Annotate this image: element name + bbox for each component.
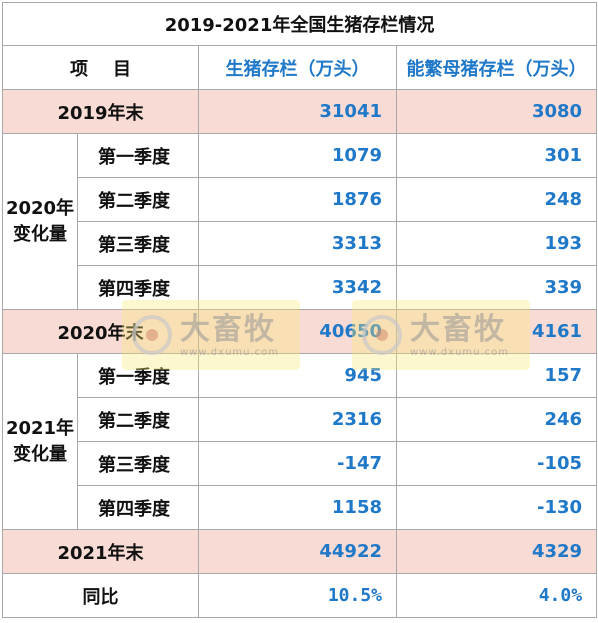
table-row: 2021年变化量 第一季度 945 157 xyxy=(2,353,598,530)
header-item: 项 目 xyxy=(2,45,199,90)
row-label-2019: 2019年末 xyxy=(2,89,199,134)
quarter-label: 第二季度 xyxy=(77,177,199,222)
title-row: 2019-2021年全国生猪存栏情况 xyxy=(1,2,598,46)
cell-live-pigs: 945 xyxy=(198,353,397,398)
cell-live-pigs: 2316 xyxy=(198,397,397,442)
cell-live-pigs: 1876 xyxy=(198,177,397,222)
table-row: 第四季度 1158 -130 xyxy=(3,485,598,530)
watermark: 大畜牧 www.dxumu.com xyxy=(122,300,300,370)
cell-breeding-sows: 339 xyxy=(395,265,598,310)
watermark-url: www.dxumu.com xyxy=(180,346,280,358)
group-label-2021: 2021年变化量 xyxy=(2,353,78,530)
cell-breeding-sows: -130 xyxy=(395,485,598,530)
table-row: 第二季度 2316 246 xyxy=(3,397,598,442)
row-label-2020: 2020年末 xyxy=(2,309,199,354)
header-row: 项 目 生猪存栏（万头） 能繁母猪存栏（万头） xyxy=(2,45,598,90)
watermark-name: 大畜牧 xyxy=(410,311,506,347)
row-label-2021: 2021年末 xyxy=(2,529,199,574)
watermark-name: 大畜牧 xyxy=(180,311,276,347)
cell-breeding-sows: 4.0% xyxy=(395,573,598,618)
cell-live-pigs: -147 xyxy=(198,441,397,486)
header-live-pigs: 生猪存栏（万头） xyxy=(198,45,397,90)
table-row: 第四季度 3342 339 xyxy=(3,265,598,310)
table-row: 2020年末 40650 4161 xyxy=(2,309,598,354)
cell-live-pigs: 40650 xyxy=(198,309,397,354)
header-breeding-sows: 能繁母猪存栏（万头） xyxy=(395,45,598,90)
watermark: 大畜牧 www.dxumu.com xyxy=(352,300,530,370)
cell-live-pigs: 44922 xyxy=(198,529,397,574)
table-row: 2020年变化量 第一季度 1079 301 xyxy=(2,133,598,310)
table-row: 第二季度 1876 248 xyxy=(3,177,598,222)
quarter-label: 第三季度 xyxy=(77,441,199,486)
cell-breeding-sows: -105 xyxy=(395,441,598,486)
cell-breeding-sows: 4161 xyxy=(395,309,598,354)
group-label-2020: 2020年变化量 xyxy=(2,133,78,310)
cell-live-pigs: 3313 xyxy=(198,221,397,266)
cell-live-pigs: 31041 xyxy=(198,89,397,134)
table-row: 2019年末 31041 3080 xyxy=(2,89,598,134)
quarter-label: 第一季度 xyxy=(77,353,199,398)
quarter-label: 第四季度 xyxy=(77,265,199,310)
cell-live-pigs: 10.5% xyxy=(198,573,397,618)
row-label-yoy: 同比 xyxy=(2,573,199,618)
cell-live-pigs: 1079 xyxy=(198,133,397,178)
quarter-label: 第四季度 xyxy=(77,485,199,530)
watermark-logo-icon xyxy=(132,315,172,355)
cell-breeding-sows: 248 xyxy=(395,177,598,222)
table-title: 2019-2021年全国生猪存栏情况 xyxy=(1,2,598,46)
quarter-label: 第二季度 xyxy=(77,397,199,442)
cell-live-pigs: 1158 xyxy=(198,485,397,530)
table-row: 2021年末 44922 4329 xyxy=(2,529,598,574)
cell-breeding-sows: 301 xyxy=(395,133,598,178)
table-row: 第三季度 -147 -105 xyxy=(3,441,598,486)
table-row: 同比 10.5% 4.0% xyxy=(2,573,598,618)
cell-breeding-sows: 157 xyxy=(395,353,598,398)
cell-breeding-sows: 246 xyxy=(395,397,598,442)
watermark-logo-icon xyxy=(362,315,402,355)
cell-breeding-sows: 4329 xyxy=(395,529,598,574)
cell-breeding-sows: 3080 xyxy=(395,89,598,134)
watermark-url: www.dxumu.com xyxy=(410,346,510,358)
quarter-label: 第三季度 xyxy=(77,221,199,266)
table-row: 第三季度 3313 193 xyxy=(3,221,598,266)
cell-breeding-sows: 193 xyxy=(395,221,598,266)
quarter-label: 第一季度 xyxy=(77,133,199,178)
